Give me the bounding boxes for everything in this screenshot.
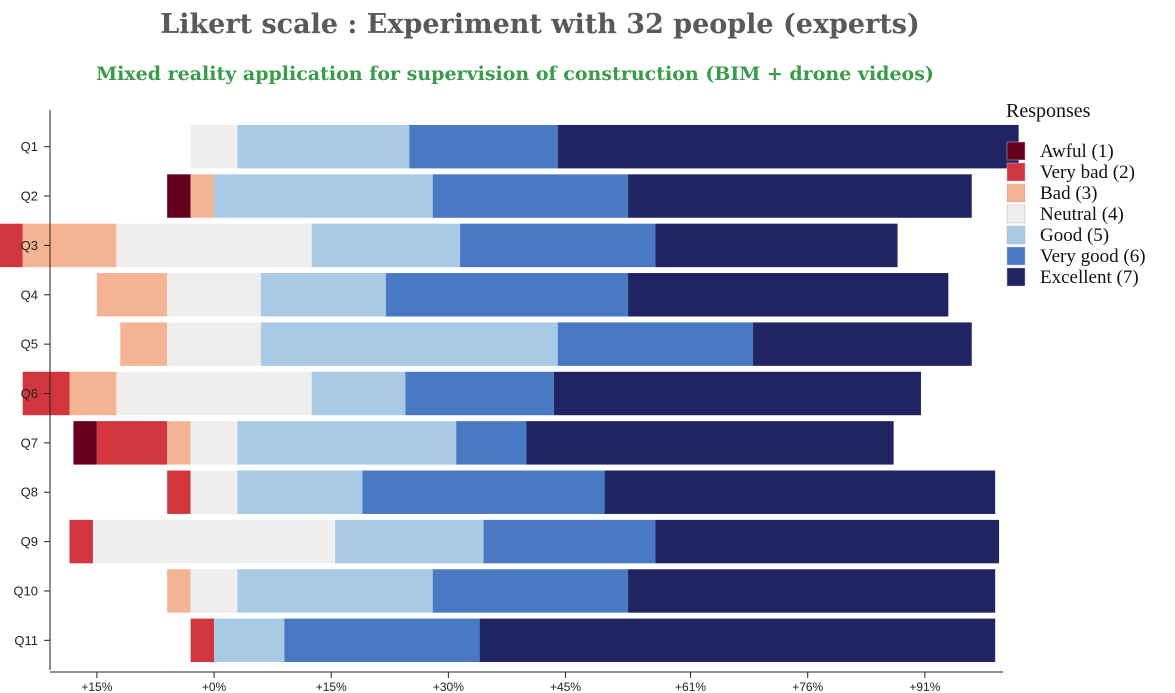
legend-swatch <box>1006 246 1026 266</box>
bar-q3-very-good <box>460 223 656 268</box>
x-tick-label: +0% <box>202 680 227 693</box>
bar-q8-very-bad <box>167 470 191 514</box>
legend-title: Responses <box>1006 100 1091 122</box>
bar-q3-excellent <box>655 223 898 268</box>
legend-swatch <box>1006 204 1026 224</box>
legend-label: Bad (3) <box>1040 183 1098 204</box>
y-tick-label: Q2 <box>21 189 38 204</box>
bar-q5-very-good <box>557 322 754 366</box>
x-tick-label: +15% <box>316 680 347 693</box>
bar-q7-bad <box>167 421 191 465</box>
y-tick-label: Q6 <box>21 386 38 401</box>
bar-q6-bad <box>69 371 117 416</box>
bar-q4-very-good <box>385 273 629 317</box>
legend-swatch <box>1006 267 1026 287</box>
bar-q2-very-good <box>432 174 629 218</box>
bar-q8-very-good <box>362 470 605 514</box>
x-tick-label: +91% <box>909 680 940 693</box>
bar-q7-very-bad <box>96 421 168 465</box>
bar-q5-bad <box>120 322 168 366</box>
y-tick-label: Q7 <box>21 435 38 450</box>
bar-q11-excellent <box>479 618 996 663</box>
bar-q10-neutral <box>190 569 238 613</box>
y-tick-label: Q4 <box>21 287 38 302</box>
x-tick-label: +61% <box>675 680 706 693</box>
y-tick-label: Q3 <box>21 238 38 253</box>
bar-q4-good <box>260 273 386 317</box>
bar-q9-very-bad <box>69 519 93 564</box>
bar-q9-very-good <box>483 519 656 564</box>
y-tick-label: Q1 <box>21 139 38 154</box>
bar-q5-neutral <box>167 322 261 366</box>
bar-q9-neutral <box>92 519 336 564</box>
bar-q11-good <box>214 618 285 663</box>
bar-q6-very-good <box>405 371 554 416</box>
bar-q3-good <box>311 223 461 268</box>
bar-q8-good <box>237 470 363 514</box>
chart-subtitle: Mixed reality application for supervisio… <box>96 63 934 85</box>
x-axis: +15% +0% +15% +30% +45% +61% +76% +91% <box>50 671 1003 693</box>
bar-q6-neutral <box>116 371 312 416</box>
bar-q1-good <box>237 124 410 169</box>
bar-q3-very-bad <box>0 223 23 268</box>
legend-label: Very good (6) <box>1040 246 1146 267</box>
y-tick-label: Q10 <box>13 583 38 598</box>
legend-label: Very bad (2) <box>1040 162 1135 183</box>
x-tick-label: +45% <box>550 680 581 693</box>
bar-q7-good <box>237 421 457 465</box>
bar-q7-neutral <box>190 421 238 465</box>
bar-q3-bad <box>22 223 117 268</box>
bar-q10-bad <box>167 569 191 613</box>
x-tick-label: +76% <box>792 680 823 693</box>
bar-q10-excellent <box>628 569 996 613</box>
y-tick-label: Q5 <box>21 337 38 352</box>
legend-label: Neutral (4) <box>1040 204 1124 225</box>
bar-q1-excellent <box>557 124 1019 169</box>
bar-q6-excellent <box>553 371 921 416</box>
bars-group <box>0 124 1019 663</box>
legend-label: Excellent (7) <box>1040 267 1139 288</box>
bar-q4-bad <box>96 273 168 317</box>
legend-swatch <box>1006 141 1026 161</box>
bar-q5-good <box>260 322 558 366</box>
bar-q11-very-good <box>284 618 480 663</box>
legend-label: Awful (1) <box>1040 141 1114 162</box>
legend-swatch <box>1006 183 1026 203</box>
bar-q10-very-good <box>432 569 629 613</box>
bar-q2-excellent <box>628 174 972 218</box>
legend-label: Good (5) <box>1040 225 1109 246</box>
bar-q10-good <box>237 569 433 613</box>
y-tick-label: Q11 <box>14 633 38 648</box>
y-axis: Q1 Q2 Q3 Q4 Q5 Q6 Q7 Q8 Q9 Q10 Q11 <box>13 110 51 670</box>
legend-swatch <box>1006 225 1026 245</box>
bar-q4-excellent <box>628 273 949 317</box>
y-tick-label: Q9 <box>21 534 38 549</box>
bar-q3-neutral <box>116 223 312 268</box>
chart-title: Likert scale : Experiment with 32 people… <box>160 9 920 40</box>
bar-q4-neutral <box>167 273 261 317</box>
legend-swatch <box>1006 162 1026 182</box>
bar-q5-excellent <box>753 322 972 366</box>
legend: Responses Awful (1)Very bad (2)Bad (3)Ne… <box>1006 100 1146 288</box>
x-tick-label: +30% <box>433 680 464 693</box>
bar-q2-bad <box>190 174 215 218</box>
y-tick-label: Q8 <box>21 485 38 500</box>
bar-q6-good <box>311 371 406 416</box>
bar-q7-awful <box>73 421 97 465</box>
bar-q9-excellent <box>655 519 1000 564</box>
bar-q11-very-bad <box>190 618 215 663</box>
bar-q8-neutral <box>190 470 238 514</box>
bar-q7-excellent <box>526 421 894 465</box>
bar-q9-good <box>335 519 484 564</box>
bar-q1-neutral <box>190 124 238 169</box>
bar-q2-good <box>214 174 433 218</box>
bar-q7-very-good <box>456 421 527 465</box>
bar-q1-very-good <box>409 124 558 169</box>
x-tick-label: +15% <box>81 680 112 693</box>
bar-q8-excellent <box>604 470 996 514</box>
bar-q2-awful <box>167 174 191 218</box>
